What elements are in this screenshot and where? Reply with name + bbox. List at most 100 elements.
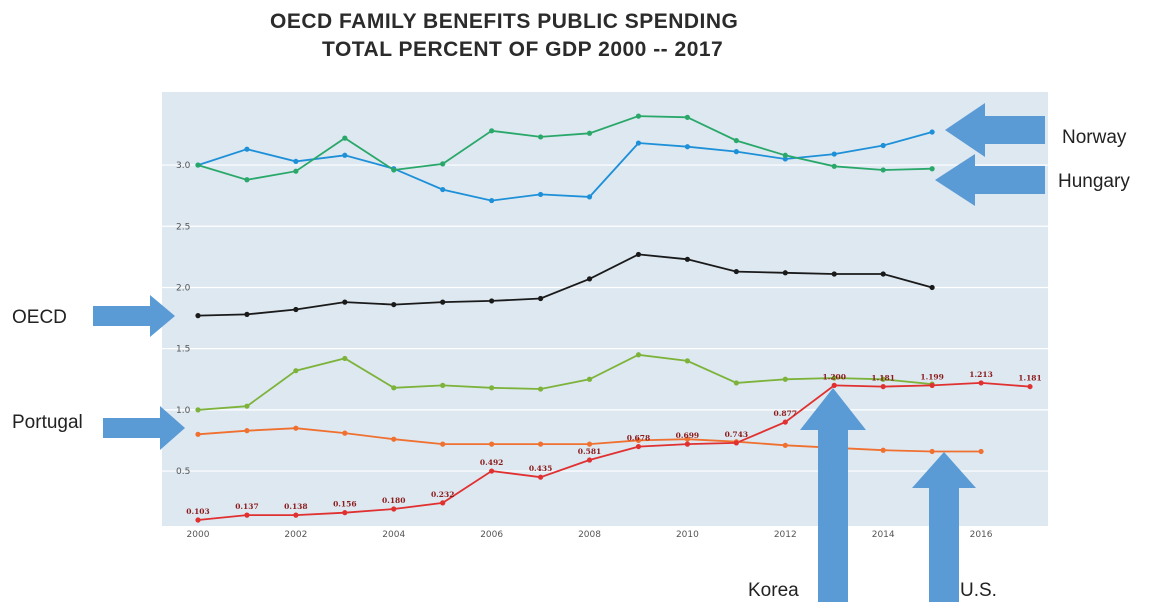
hungary-point: [782, 152, 788, 158]
hungary-point: [244, 177, 250, 183]
x-tick-label: 2004: [382, 530, 405, 540]
korea-point: [1027, 383, 1033, 390]
hungary-point: [537, 134, 544, 140]
portugal-point: [635, 352, 642, 358]
annotation-arrows: [93, 103, 1045, 602]
oecd-point: [586, 276, 593, 282]
norway-point: [733, 149, 739, 155]
us-point: [440, 441, 446, 447]
korea-label: Korea: [748, 580, 799, 601]
norway-point: [440, 186, 446, 193]
norway-point: [684, 144, 691, 150]
korea-data-label: 0.678: [627, 434, 651, 443]
x-tick-label: 2016: [970, 530, 993, 540]
oecd-point: [733, 268, 739, 275]
korea-data-label: 1.199: [920, 372, 944, 381]
korea-data-label: 0.138: [284, 502, 308, 511]
oecd-point: [244, 311, 250, 317]
norway-point: [880, 142, 886, 149]
hungary-point: [684, 114, 691, 120]
x-tick-label: 2006: [480, 530, 503, 540]
korea-point: [537, 474, 544, 480]
hungary-point: [440, 161, 446, 167]
oecd-point: [440, 299, 446, 305]
norway-line: [197, 131, 933, 202]
x-tick-label: 2010: [676, 530, 699, 540]
y-tick-label: 1.5: [176, 345, 190, 355]
hungary-point: [929, 166, 935, 172]
portugal-point: [293, 368, 299, 374]
plot-area: [162, 92, 1048, 526]
norway-point: [537, 191, 544, 198]
portugal-arrow: [103, 406, 185, 450]
hungary-point: [635, 113, 642, 119]
x-tick-label: 2014: [872, 530, 895, 540]
hungary-point: [489, 128, 495, 134]
hungary-line: [197, 115, 933, 181]
y-tick-label: 0.5: [176, 467, 190, 477]
korea-point: [684, 441, 691, 447]
hungary-point: [391, 167, 397, 173]
norway-point: [929, 129, 935, 135]
korea-data-label: 0.581: [578, 447, 602, 456]
us-arrow: [912, 452, 976, 602]
hungary-arrow: [935, 154, 1045, 206]
us-point: [978, 448, 984, 455]
y-tick-label: 1.0: [176, 406, 191, 416]
korea-point: [489, 468, 495, 474]
norway-arrow: [945, 103, 1045, 157]
x-axis-ticks: 2000 2002 2004 2006 2008 2010 2012 2014 2016: [187, 530, 993, 540]
oecd-point: [684, 256, 691, 262]
us-point: [342, 430, 348, 436]
x-tick-label: 2000: [187, 530, 210, 540]
portugal-point: [831, 375, 837, 381]
us-point: [586, 441, 593, 447]
korea-point: [635, 443, 642, 450]
oecd-line: [197, 253, 933, 317]
korea-data-label: 0.180: [382, 496, 406, 505]
korea-point: [440, 500, 446, 506]
hungary-point: [195, 162, 201, 168]
hungary-point: [342, 135, 348, 141]
oecd-point: [195, 313, 201, 319]
korea-point: [586, 457, 593, 463]
korea-point: [391, 506, 397, 512]
oecd-point: [831, 271, 837, 277]
korea-point: [244, 512, 250, 518]
korea-data-label: 0.877: [774, 409, 798, 418]
norway-point: [342, 152, 348, 158]
hungary-point: [293, 168, 299, 174]
us-point: [782, 442, 788, 448]
korea-point: [782, 419, 788, 425]
portugal-point: [586, 376, 593, 382]
series-points: [195, 113, 1033, 523]
portugal-point: [391, 385, 397, 391]
oecd-point: [782, 270, 788, 276]
korea-point: [978, 380, 984, 386]
korea-data-label: 1.181: [1018, 374, 1042, 383]
oecd-point: [880, 271, 886, 277]
portugal-point: [782, 376, 788, 382]
us-point: [293, 425, 299, 431]
portugal-point: [195, 407, 201, 413]
korea-data-label: 0.232: [431, 490, 455, 499]
norway-point: [635, 140, 642, 146]
portugal-point: [440, 382, 446, 388]
oecd-point: [635, 251, 642, 258]
oecd-point: [537, 295, 544, 302]
y-tick-label: 3.0: [176, 161, 191, 171]
korea-data-label: 0.492: [480, 458, 504, 467]
korea-point: [195, 517, 201, 523]
us-point: [929, 448, 935, 455]
korea-line: [197, 381, 1031, 521]
chart-title-line-2: TOTAL PERCENT OF GDP 2000 -- 2017: [322, 38, 724, 61]
us-point: [537, 441, 544, 447]
korea-data-label: 0.699: [676, 431, 700, 440]
portugal-point: [733, 380, 739, 386]
hungary-label: Hungary: [1058, 171, 1130, 192]
portugal-point: [880, 376, 886, 382]
oecd-point: [342, 299, 348, 305]
data-labels: 0.103 0.137 0.138 0.156 0.180 0.232 0.492 0.435…: [186, 370, 1042, 516]
korea-data-label: 0.103: [186, 507, 210, 516]
